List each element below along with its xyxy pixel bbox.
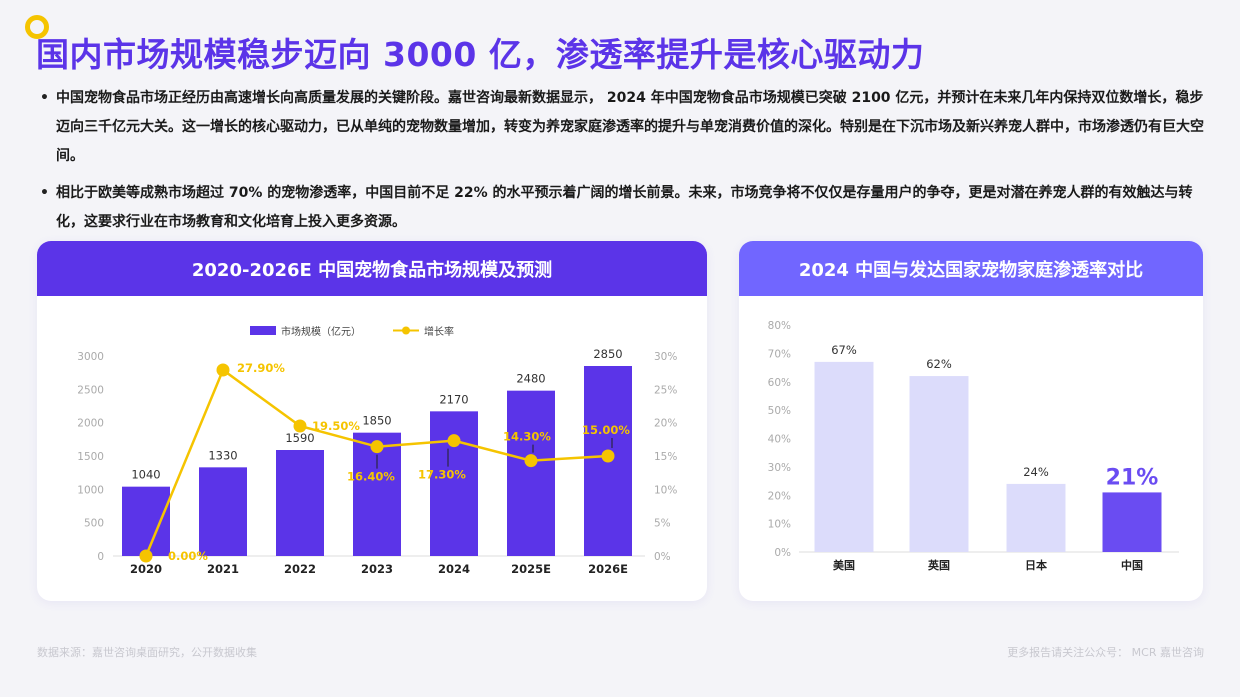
y-right-tick-label: 20%	[654, 418, 677, 430]
y-right-tick-label: 10%	[654, 484, 677, 496]
penetration-bar	[909, 376, 969, 552]
market-size-card: 2020-2026E 中国宠物食品市场规模及预测 市场规模（亿元） 增长率 0 500…	[37, 241, 707, 601]
y-left-tick-label: 3000	[77, 351, 104, 363]
y-tick-label: 70%	[768, 348, 791, 360]
footer-source: 数据来源：嘉世咨询桌面研究，公开数据收集	[37, 646, 257, 659]
bar-value-label: 1590	[285, 431, 314, 445]
market-size-chart: 市场规模（亿元） 增长率 0 500 1000 1500 2000 2500 3000 0% 5% 1…	[77, 325, 677, 576]
penetration-bar	[1006, 483, 1066, 552]
growth-rate-point	[293, 419, 307, 433]
x-tick-label: 2024	[438, 562, 470, 576]
y-right-tick-label: 25%	[654, 384, 677, 396]
y-left-tick-label: 0	[97, 551, 104, 563]
y-tick-label: 10%	[768, 519, 791, 531]
x-tick-label: 英国	[927, 558, 950, 572]
bullet-text: 相比于欧美等成熟市场超过 70% 的宠物渗透率，中国目前不足 22% 的水平预示…	[56, 185, 1193, 230]
y-tick-label: 0%	[774, 547, 791, 559]
growth-rate-point	[601, 449, 615, 463]
legend-line-label: 增长率	[424, 325, 454, 338]
y-left-tick-label: 2000	[77, 418, 104, 430]
bar-value-label: 1850	[362, 414, 391, 428]
y-tick-label: 30%	[768, 462, 791, 474]
market-size-bar	[353, 432, 401, 556]
bar-value-label: 2170	[439, 392, 468, 406]
market-size-bar	[199, 467, 247, 556]
penetration-chart: 0% 10% 20% 30% 40% 50% 60% 70% 80% 67% 美国 62% 英国 24% 日…	[768, 320, 1179, 572]
market-size-bar	[276, 450, 324, 556]
growth-rate-label: 16.40%	[347, 470, 395, 484]
x-tick-label: 2025E	[511, 562, 551, 576]
growth-rate-label: 15.00%	[582, 423, 630, 437]
market-size-chart-title: 2020-2026E 中国宠物食品市场规模及预测	[37, 241, 707, 296]
bullet-list: • 中国宠物食品市场正经历由高速增长向高质量发展的关键阶段。嘉世咨询最新数据显示…	[40, 84, 1205, 245]
legend-bar-label: 市场规模（亿元）	[281, 325, 361, 338]
bullet-dot-icon: •	[40, 90, 49, 106]
bar-value-label: 21%	[1106, 465, 1159, 490]
x-tick-label: 日本	[1025, 558, 1047, 572]
growth-rate-point	[139, 549, 153, 563]
market-size-bar	[507, 390, 555, 556]
y-right-tick-label: 5%	[654, 518, 671, 530]
y-left-tick-label: 1500	[77, 451, 104, 463]
bar-value-label: 2850	[593, 347, 622, 361]
growth-rate-point	[524, 454, 538, 468]
growth-rate-label: 0.00%	[168, 549, 208, 563]
x-tick-label: 2026E	[588, 562, 628, 576]
y-left-tick-label: 2500	[77, 384, 104, 396]
y-left-tick-label: 500	[84, 518, 104, 530]
footer-wechat: 更多报告请关注公众号： MCR 嘉世咨询	[1007, 646, 1204, 659]
legend-line-marker	[402, 326, 410, 335]
legend-bar-swatch	[250, 326, 276, 335]
logo-ring-icon	[25, 15, 49, 39]
y-left-tick-label: 1000	[77, 484, 104, 496]
bar-value-label: 1330	[208, 448, 237, 462]
y-tick-label: 20%	[768, 490, 791, 502]
bullet-item: • 中国宠物食品市场正经历由高速增长向高质量发展的关键阶段。嘉世咨询最新数据显示…	[40, 84, 1205, 171]
penetration-chart-title: 2024 中国与发达国家宠物家庭渗透率对比	[739, 241, 1203, 296]
x-tick-label: 中国	[1121, 558, 1143, 572]
growth-rate-point	[447, 434, 461, 448]
y-right-tick-label: 30%	[654, 351, 677, 363]
bar-value-label: 1040	[131, 468, 160, 482]
bullet-text: 中国宠物食品市场正经历由高速增长向高质量发展的关键阶段。嘉世咨询最新数据显示， …	[56, 90, 1204, 164]
x-tick-label: 2023	[361, 562, 393, 576]
market-size-bar	[430, 411, 478, 556]
y-tick-label: 80%	[768, 320, 791, 332]
penetration-bar	[814, 361, 874, 552]
bar-value-label: 67%	[831, 343, 857, 357]
x-tick-label: 2022	[284, 562, 316, 576]
x-tick-label: 美国	[833, 558, 855, 572]
bullet-dot-icon: •	[40, 185, 49, 201]
growth-rate-point	[216, 363, 230, 377]
bullet-item: • 相比于欧美等成熟市场超过 70% 的宠物渗透率，中国目前不足 22% 的水平…	[40, 179, 1205, 237]
bar-value-label: 2480	[516, 372, 545, 386]
growth-rate-label: 27.90%	[237, 361, 285, 375]
page-title: 国内市场规模稳步迈向 3000 亿，渗透率提升是核心驱动力	[36, 35, 925, 74]
x-tick-label: 2020	[130, 562, 162, 576]
x-tick-label: 2021	[207, 562, 239, 576]
growth-rate-point	[370, 440, 384, 454]
penetration-bar	[1102, 492, 1162, 552]
growth-rate-label: 17.30%	[418, 468, 466, 482]
y-tick-label: 40%	[768, 434, 791, 446]
growth-rate-label: 19.50%	[312, 419, 360, 433]
y-tick-label: 60%	[768, 377, 791, 389]
y-right-tick-label: 15%	[654, 451, 677, 463]
y-tick-label: 50%	[768, 405, 791, 417]
market-size-bar	[122, 486, 170, 556]
bar-value-label: 62%	[926, 357, 952, 371]
growth-rate-label: 14.30%	[503, 430, 551, 444]
bar-value-label: 24%	[1023, 465, 1049, 479]
penetration-card: 2024 中国与发达国家宠物家庭渗透率对比 0% 10% 20% 30% 40% 50% 6…	[739, 241, 1203, 601]
y-right-tick-label: 0%	[654, 551, 671, 563]
